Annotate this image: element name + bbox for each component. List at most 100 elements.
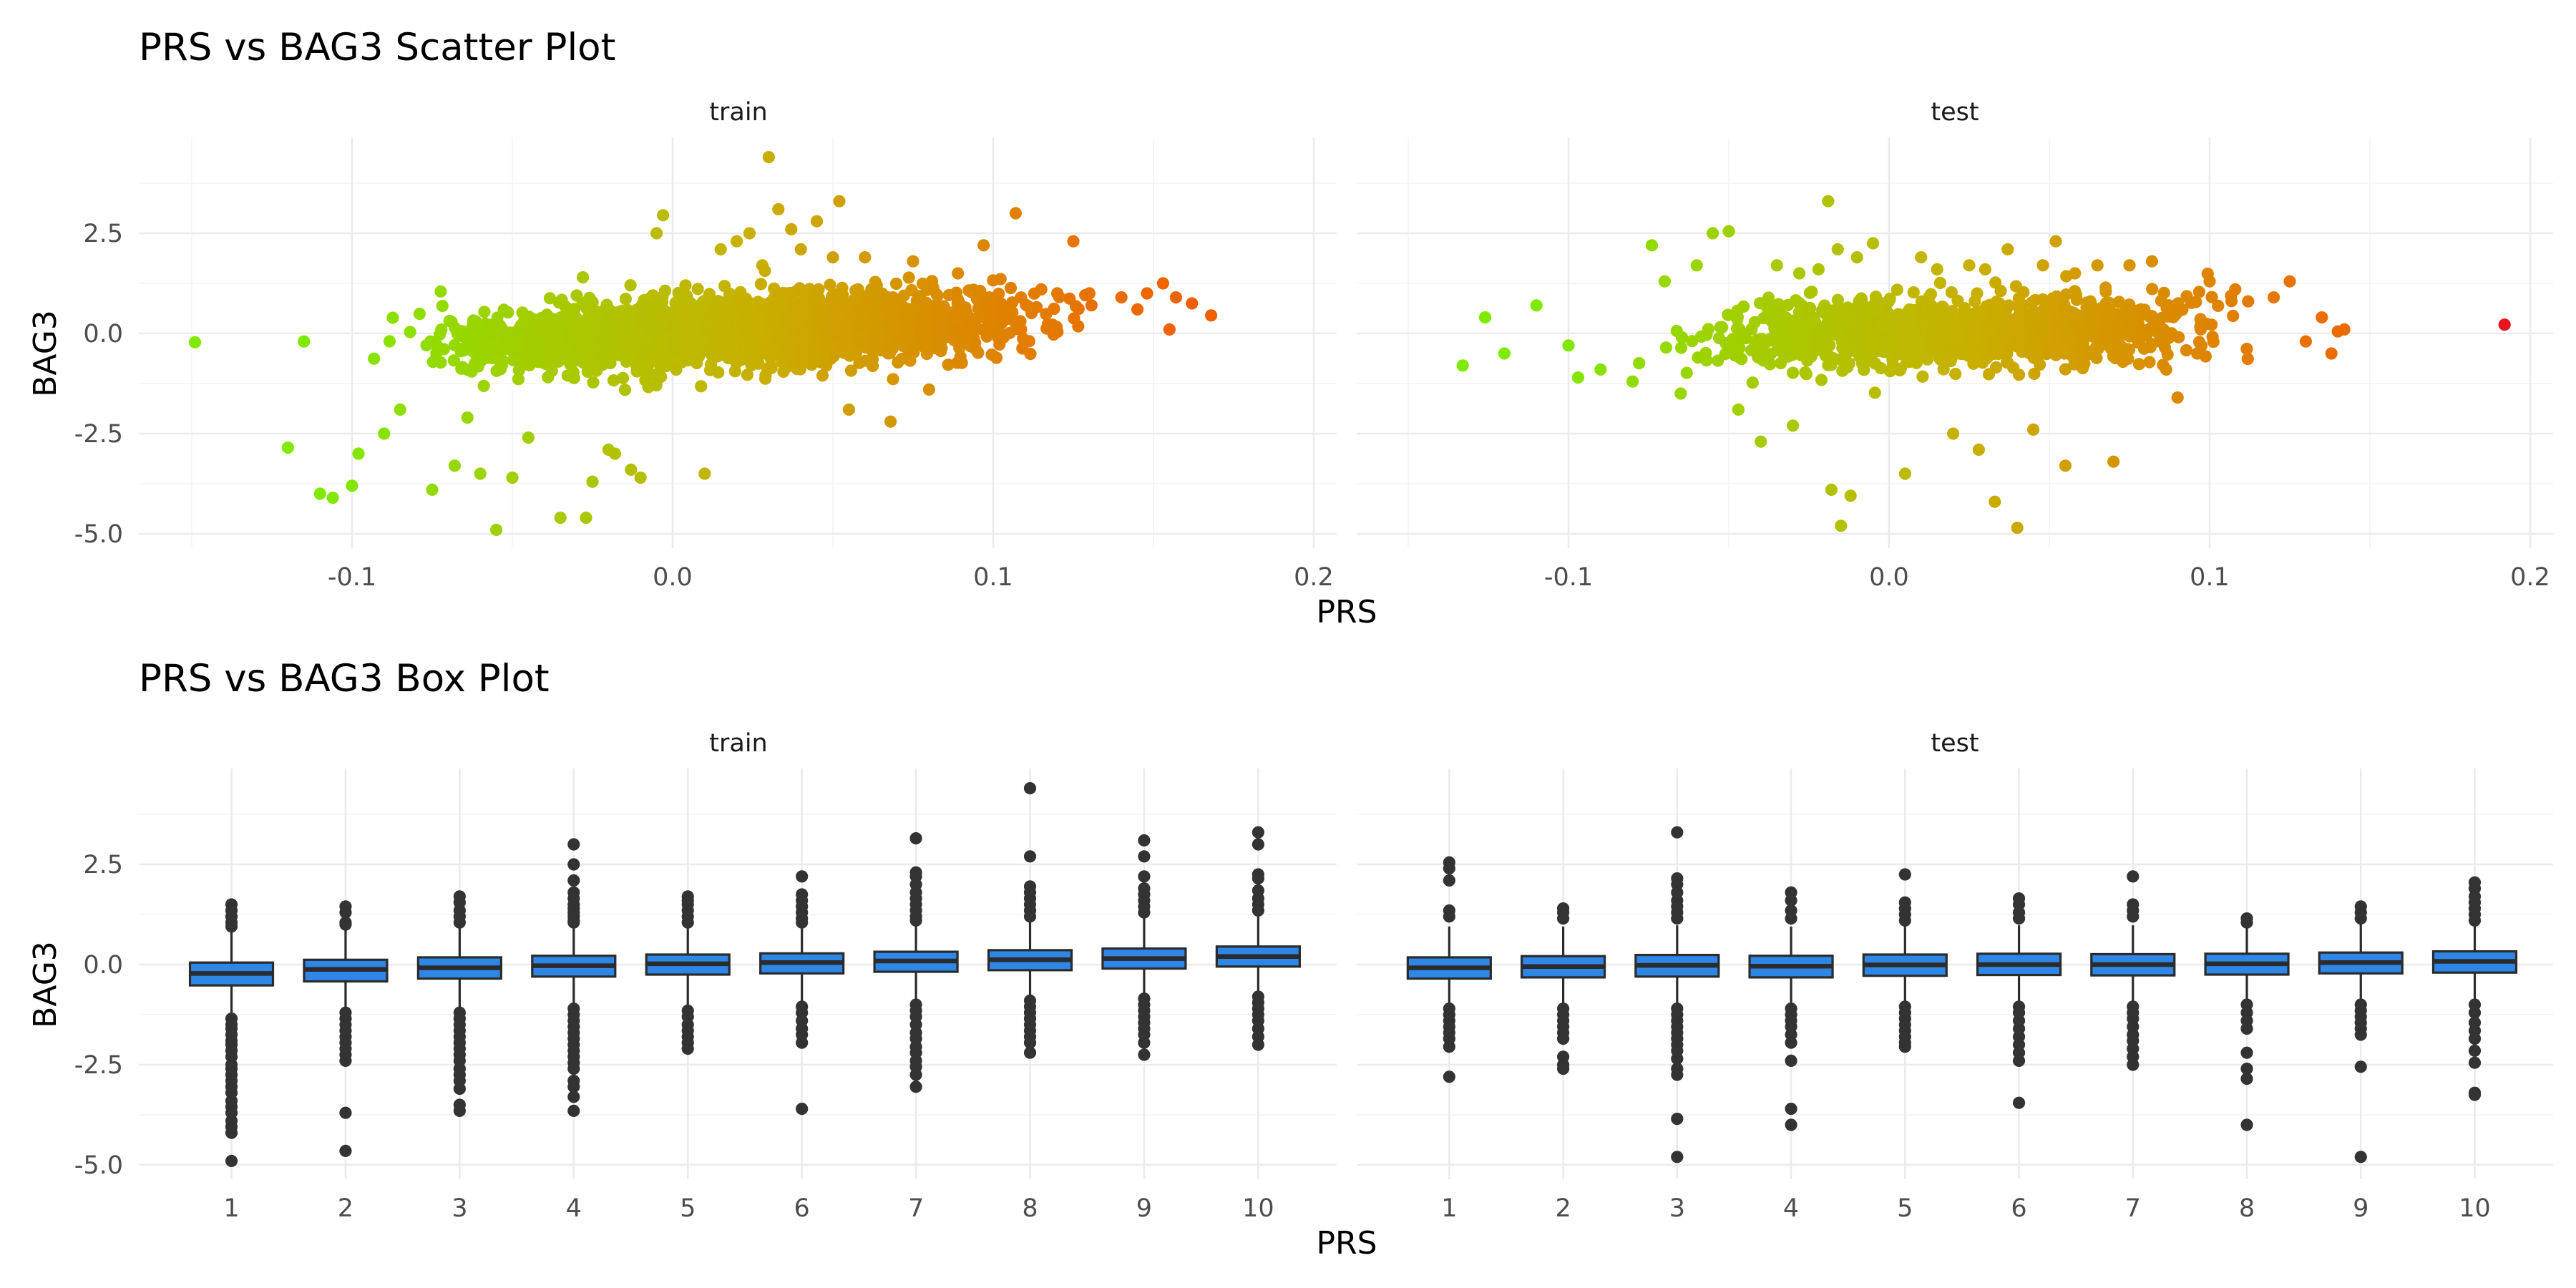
box-outlier [1023, 850, 1037, 863]
box-outlier [225, 920, 238, 933]
scatter-point [1839, 346, 1852, 359]
scatter-point [2171, 391, 2184, 404]
scatter-point [953, 342, 966, 355]
scatter-point [1714, 321, 1727, 333]
scatter-point [2160, 363, 2172, 376]
scatter-point [2268, 291, 2280, 304]
scatter-point [2180, 344, 2192, 357]
scatter-point [937, 321, 950, 334]
scatter-point [904, 354, 917, 367]
scatter-point [826, 251, 839, 264]
scatter-point [1069, 300, 1083, 313]
scatter-point [1626, 375, 1639, 388]
scatter-point [188, 336, 202, 348]
scatter-point [1858, 364, 1870, 376]
scatter-point [424, 335, 437, 348]
scatter-point [1755, 353, 1768, 366]
scatter-point [723, 325, 736, 338]
scatter-point [553, 323, 567, 336]
scatter-point [2195, 339, 2208, 352]
scatter-point [625, 463, 638, 477]
scatter-point [2066, 350, 2079, 363]
scatter-point [543, 331, 556, 344]
scatter-x-tick-label: 0.0 [653, 563, 693, 592]
scatter-point [1792, 297, 1805, 310]
scatter-point [2067, 308, 2080, 321]
box-test-2 [1520, 902, 1606, 1075]
box-outlier [1671, 912, 1684, 925]
box-x-tick-label: 9 [1136, 1194, 1152, 1223]
scatter-point [1945, 286, 1958, 299]
box-strip-test: test [1931, 729, 1979, 758]
scatter-point [1085, 299, 1098, 312]
box-outlier [1138, 906, 1151, 919]
scatter-point [436, 300, 449, 313]
scatter-point [618, 384, 632, 396]
scatter-point [1700, 354, 1713, 367]
scatter-point [1156, 277, 1169, 290]
scatter-point [2078, 358, 2091, 371]
box-train-4 [531, 838, 617, 1117]
scatter-point [864, 300, 877, 313]
scatter-y-tick-label: -2.5 [74, 420, 123, 449]
box-x-tick-label: 4 [566, 1194, 582, 1223]
scatter-point [484, 338, 498, 351]
scatter-point [834, 345, 847, 358]
scatter-y-tick-label: 0.0 [83, 320, 123, 348]
scatter-point [2111, 333, 2124, 346]
scatter-point [2240, 343, 2253, 356]
scatter-point [782, 344, 796, 357]
box-outlier [453, 1083, 466, 1096]
scatter-point [660, 330, 673, 343]
scatter-point [731, 235, 743, 248]
scatter-point [763, 346, 776, 358]
scatter-point [1844, 489, 1857, 502]
scatter-point [889, 300, 902, 313]
scatter-point [298, 335, 311, 348]
scatter-point [1722, 308, 1735, 321]
box-outlier [909, 914, 922, 927]
scatter-point [1831, 293, 1844, 306]
scatter-point [1594, 363, 1607, 376]
scatter-point [482, 326, 495, 339]
scatter-point [527, 313, 540, 326]
scatter-point [608, 447, 622, 460]
scatter-point [738, 308, 751, 321]
box-x-tick-label: 6 [2011, 1194, 2026, 1223]
scatter-point [2172, 331, 2185, 343]
scatter-point [2157, 323, 2170, 336]
scatter-point [990, 351, 1003, 364]
scatter-point [616, 371, 630, 384]
box-train-2 [303, 900, 389, 1157]
scatter-x-tick-label: -0.1 [1544, 563, 1593, 592]
scatter-point [1898, 334, 1912, 347]
scatter-point [1989, 318, 2001, 331]
scatter-point [775, 352, 788, 365]
scatter-point [404, 326, 416, 338]
scatter-point [2120, 326, 2133, 338]
scatter-point [554, 512, 567, 525]
scatter-point [630, 365, 643, 378]
scatter-point [1051, 287, 1064, 300]
scatter-point [952, 267, 965, 280]
scatter-point [879, 293, 892, 306]
scatter-point [567, 313, 580, 326]
scatter-point [2242, 295, 2255, 308]
scatter-point [1067, 235, 1080, 248]
box-outlier [567, 858, 580, 871]
scatter-point [1530, 299, 1543, 312]
box-x-tick-label: 2 [1555, 1194, 1571, 1223]
scatter-point [2089, 341, 2102, 353]
box-outlier [2240, 1023, 2253, 1035]
scatter-point [1977, 325, 1990, 338]
scatter-point [2111, 318, 2124, 331]
box-outlier [1671, 826, 1684, 839]
scatter-point [1931, 263, 1943, 275]
scatter-point [737, 323, 750, 336]
scatter-point [2007, 361, 2020, 374]
box-outlier [796, 1036, 809, 1049]
scatter-point [907, 255, 919, 268]
box-outlier [339, 906, 352, 919]
box-outlier [2468, 914, 2482, 927]
scatter-point [1924, 309, 1937, 322]
